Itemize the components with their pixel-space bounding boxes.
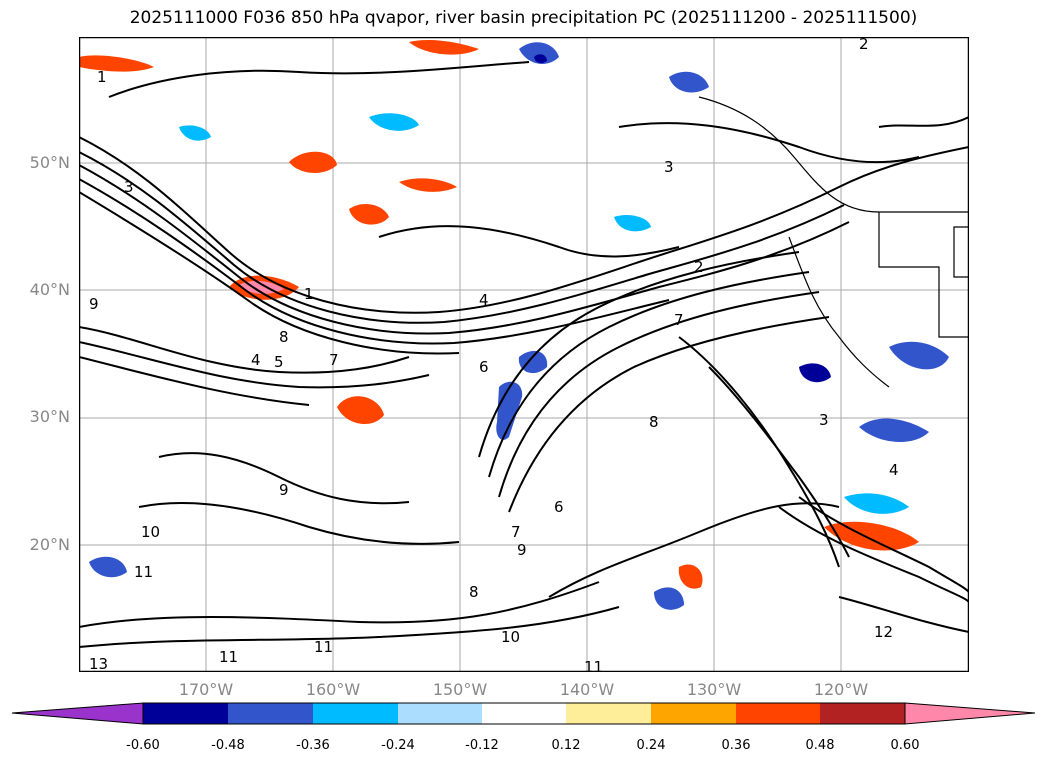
contour-label: 1 xyxy=(97,68,107,86)
colorbar xyxy=(11,702,1036,725)
contour-label: 2 xyxy=(694,258,704,276)
contour-label: 5 xyxy=(274,353,284,371)
contour-label: 12 xyxy=(874,623,893,641)
colorbar-outline xyxy=(142,702,906,725)
colorbar-swatch xyxy=(651,703,736,724)
map-title: 2025111000 F036 850 hPa qvapor, river ba… xyxy=(129,8,918,28)
contour-label: 7 xyxy=(674,311,684,329)
precip-shading xyxy=(79,39,949,610)
colorbar-swatch xyxy=(143,703,228,724)
contour-label: 9 xyxy=(279,481,289,499)
lat-label: 20°N xyxy=(29,535,70,554)
contour-label: 8 xyxy=(279,328,289,346)
map-border xyxy=(79,37,969,672)
colorbar-tick-label: 0.48 xyxy=(805,738,835,753)
graticule xyxy=(79,37,969,672)
contour-label: 10 xyxy=(501,628,520,646)
map-canvas: 1 1 2 2 3 3 3 4 4 4 5 6 6 7 7 7 8 8 8 9 … xyxy=(79,37,969,672)
contour-label: 4 xyxy=(889,461,899,479)
contour-label: 11 xyxy=(134,563,153,581)
qvapor-contours xyxy=(79,61,969,648)
colorbar-swatch xyxy=(398,703,482,724)
colorbar-tick-label: -0.12 xyxy=(465,738,499,753)
colorbar-tick-label: 0.60 xyxy=(890,738,920,753)
contour-label-group: 1 1 2 2 3 3 3 4 4 4 5 6 6 7 7 7 8 8 8 9 … xyxy=(89,37,899,672)
colorbar-swatch xyxy=(820,703,905,724)
colorbar-tick-label: -0.60 xyxy=(126,738,160,753)
colorbar-swatch xyxy=(736,703,820,724)
lat-label: 50°N xyxy=(29,153,70,172)
lon-label: 170°W xyxy=(178,680,234,699)
contour-label: 2 xyxy=(859,37,869,53)
contour-label: 8 xyxy=(469,583,479,601)
contour-label: 3 xyxy=(664,158,674,176)
contour-label: 8 xyxy=(649,413,659,431)
colorbar-tick-label: -0.48 xyxy=(211,738,245,753)
contour-label: 1 xyxy=(304,285,314,303)
lon-label: 130°W xyxy=(686,680,742,699)
contour-label: 4 xyxy=(479,291,489,309)
contour-label: 4 xyxy=(251,351,261,369)
contour-label: 3 xyxy=(819,411,829,429)
contour-label: 7 xyxy=(511,523,521,541)
map-plot-area: 1 1 2 2 3 3 3 4 4 4 5 6 6 7 7 7 8 8 8 9 … xyxy=(79,37,969,672)
coastline xyxy=(698,96,969,388)
lat-label: 30°N xyxy=(29,407,70,426)
colorbar-swatch xyxy=(566,703,651,724)
contour-label: 9 xyxy=(517,541,527,559)
lon-label: 150°W xyxy=(432,680,488,699)
lat-label: 40°N xyxy=(29,280,70,299)
colorbar-swatch xyxy=(228,703,313,724)
contour-label: 6 xyxy=(479,358,489,376)
lon-label: 160°W xyxy=(305,680,361,699)
colorbar-tick-label: 0.24 xyxy=(636,738,666,753)
colorbar-swatch xyxy=(313,703,398,724)
lon-label: 120°W xyxy=(813,680,869,699)
colorbar-tick-label: -0.24 xyxy=(381,738,415,753)
contour-label: 6 xyxy=(554,498,564,516)
contour-label: 11 xyxy=(314,638,333,656)
colorbar-tick-label: -0.36 xyxy=(296,738,330,753)
contour-label: 10 xyxy=(141,523,160,541)
colorbar-max-arrow xyxy=(904,702,1036,725)
lon-label: 140°W xyxy=(559,680,615,699)
colorbar-min-arrow xyxy=(11,702,144,725)
contour-label: 3 xyxy=(124,178,134,196)
colorbar-tick-label: 0.36 xyxy=(721,738,751,753)
contour-label: 11 xyxy=(219,648,238,666)
contour-label: 13 xyxy=(89,655,108,672)
colorbar-swatch xyxy=(482,703,566,724)
contour-label: 7 xyxy=(329,351,339,369)
contour-label: 9 xyxy=(89,295,99,313)
contour-label: 11 xyxy=(584,658,603,672)
colorbar-tick-label: 0.12 xyxy=(551,738,581,753)
